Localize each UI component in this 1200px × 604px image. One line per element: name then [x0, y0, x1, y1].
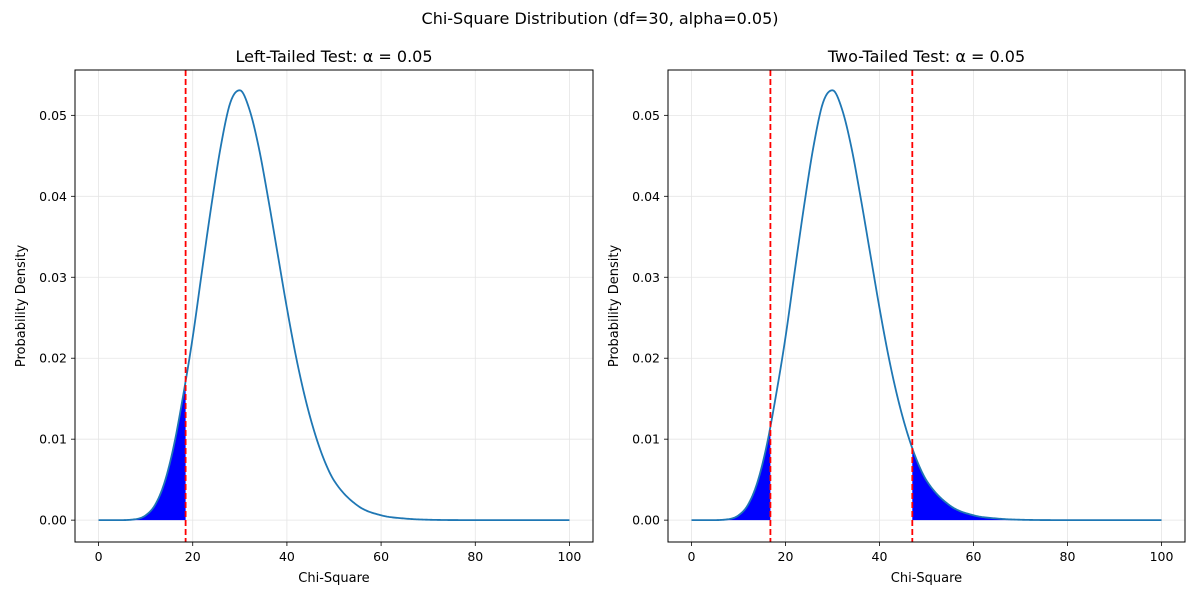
y-tick-label: 0.03 — [632, 270, 660, 285]
rejection-region-2 — [912, 448, 1162, 521]
x-tick-label: 100 — [558, 549, 582, 564]
x-tick-label: 40 — [872, 549, 888, 564]
x-tick-label: 20 — [778, 549, 794, 564]
y-tick-label: 0.02 — [39, 351, 67, 366]
y-tick-label: 0.03 — [39, 270, 67, 285]
x-tick-label: 20 — [185, 549, 201, 564]
density-curve — [98, 89, 570, 522]
x-axis-label: Chi-Square — [298, 571, 369, 586]
density-curve — [691, 89, 1162, 522]
x-tick-label: 80 — [1060, 549, 1076, 564]
figure-title: Chi-Square Distribution (df=30, alpha=0.… — [421, 9, 779, 28]
y-tick-label: 0.05 — [39, 108, 67, 123]
x-tick-label: 0 — [95, 549, 103, 564]
y-tick-label: 0.04 — [39, 189, 67, 204]
y-tick-label: 0.00 — [39, 513, 67, 528]
x-tick-label: 80 — [467, 549, 483, 564]
x-tick-label: 60 — [966, 549, 982, 564]
y-tick-label: 0.00 — [632, 513, 660, 528]
chart-panel-1: 0 20 40 60 80 100 0.00 0.01 0.02 0.03 0.04 0.05 Left… — [14, 47, 594, 586]
rejection-region-1 — [691, 426, 771, 521]
y-tick-label: 0.01 — [632, 432, 660, 447]
y-tick-label: 0.02 — [632, 351, 660, 366]
chart-title: Two-Tailed Test: α = 0.05 — [827, 47, 1025, 66]
x-tick-label: 60 — [373, 549, 389, 564]
y-axis-label: Probability Density — [607, 245, 622, 368]
x-tick-label: 40 — [279, 549, 295, 564]
plot-frame — [74, 69, 594, 543]
y-tick-label: 0.01 — [39, 432, 67, 447]
y-tick-label: 0.04 — [632, 189, 660, 204]
x-tick-label: 100 — [1150, 549, 1174, 564]
chart-title: Left-Tailed Test: α = 0.05 — [235, 47, 432, 66]
x-axis-label: Chi-Square — [891, 571, 962, 586]
x-tick-label: 0 — [688, 549, 696, 564]
y-tick-label: 0.05 — [632, 108, 660, 123]
chart-panel-2: 0 20 40 60 80 100 0.00 0.01 0.02 0.03 0.04 0.05 Two-… — [607, 47, 1186, 586]
plot-frame — [667, 69, 1186, 543]
y-axis-label: Probability Density — [14, 245, 29, 368]
